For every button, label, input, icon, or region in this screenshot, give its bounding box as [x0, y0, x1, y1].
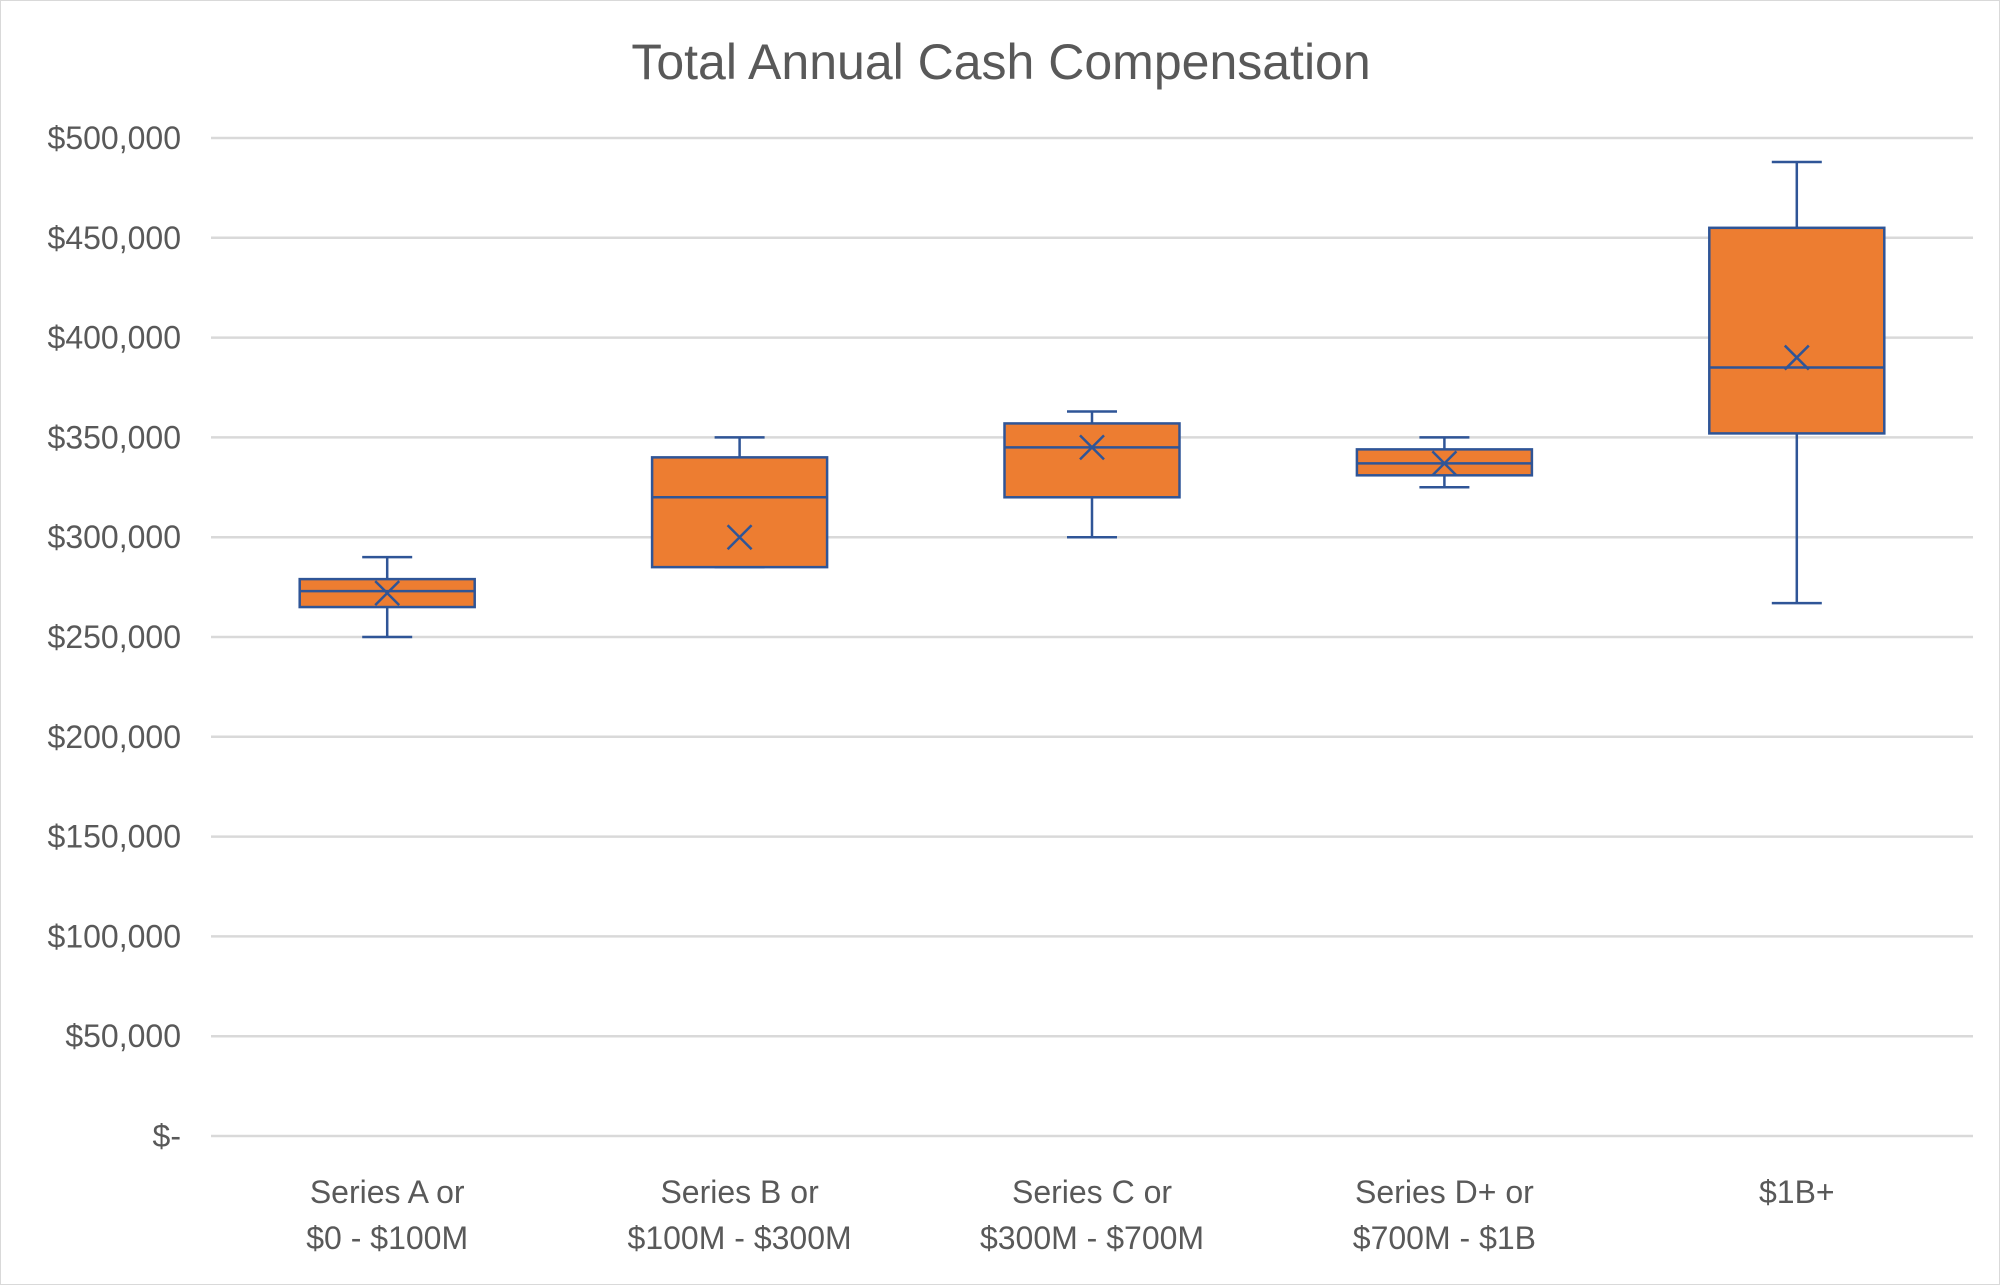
mean-marker: [1079, 434, 1105, 461]
x-tick-label-line2: $700M - $1B: [1353, 1220, 1536, 1256]
x-tick-label-line2: $0 - $100M: [306, 1220, 468, 1256]
mean-marker: [1431, 450, 1458, 477]
y-tick-label: $350,000: [48, 419, 181, 455]
y-tick-label: $450,000: [48, 220, 181, 256]
y-tick-label: $150,000: [48, 819, 181, 855]
gridlines: [211, 136, 1973, 1138]
x-tick-label-line1: Series B or: [660, 1174, 819, 1210]
box-group: [1708, 160, 1886, 605]
y-axis-tick-labels: $- $50,000 $100,000 $150,000 $200,000 $250,00…: [48, 120, 181, 1154]
chart-title: Total Annual Cash Compensation: [631, 34, 1370, 90]
x-tick-label-line1: Series A or: [310, 1174, 465, 1210]
box-series: [298, 160, 1886, 639]
y-tick-label: $250,000: [48, 619, 181, 655]
y-tick-label: $-: [153, 1118, 181, 1154]
y-tick-label: $50,000: [65, 1018, 181, 1054]
box-iqr: [1003, 422, 1181, 499]
x-tick-label-line1: Series D+ or: [1355, 1174, 1534, 1210]
x-tick-label-line2: $300M - $700M: [980, 1220, 1204, 1256]
box-iqr: [1708, 226, 1886, 435]
x-tick-label-line1: $1B+: [1759, 1174, 1835, 1210]
y-tick-label: $500,000: [48, 120, 181, 156]
y-tick-label: $100,000: [48, 918, 181, 954]
box-group: [298, 555, 476, 639]
mean-marker: [374, 580, 401, 606]
x-tick-label-line1: Series C or: [1012, 1174, 1172, 1210]
box-group: [650, 436, 829, 569]
mean-marker: [726, 524, 753, 551]
y-tick-label: $200,000: [48, 719, 181, 755]
y-tick-label: $400,000: [48, 320, 181, 356]
mean-marker: [1783, 344, 1810, 371]
x-tick-label-line2: $100M - $300M: [628, 1220, 852, 1256]
x-axis-tick-labels: Series A or $0 - $100M Series B or $100M - …: [306, 1174, 1834, 1256]
y-tick-label: $300,000: [48, 519, 181, 555]
box-iqr: [650, 456, 829, 569]
box-group: [1003, 410, 1181, 539]
box-group: [1355, 436, 1534, 489]
